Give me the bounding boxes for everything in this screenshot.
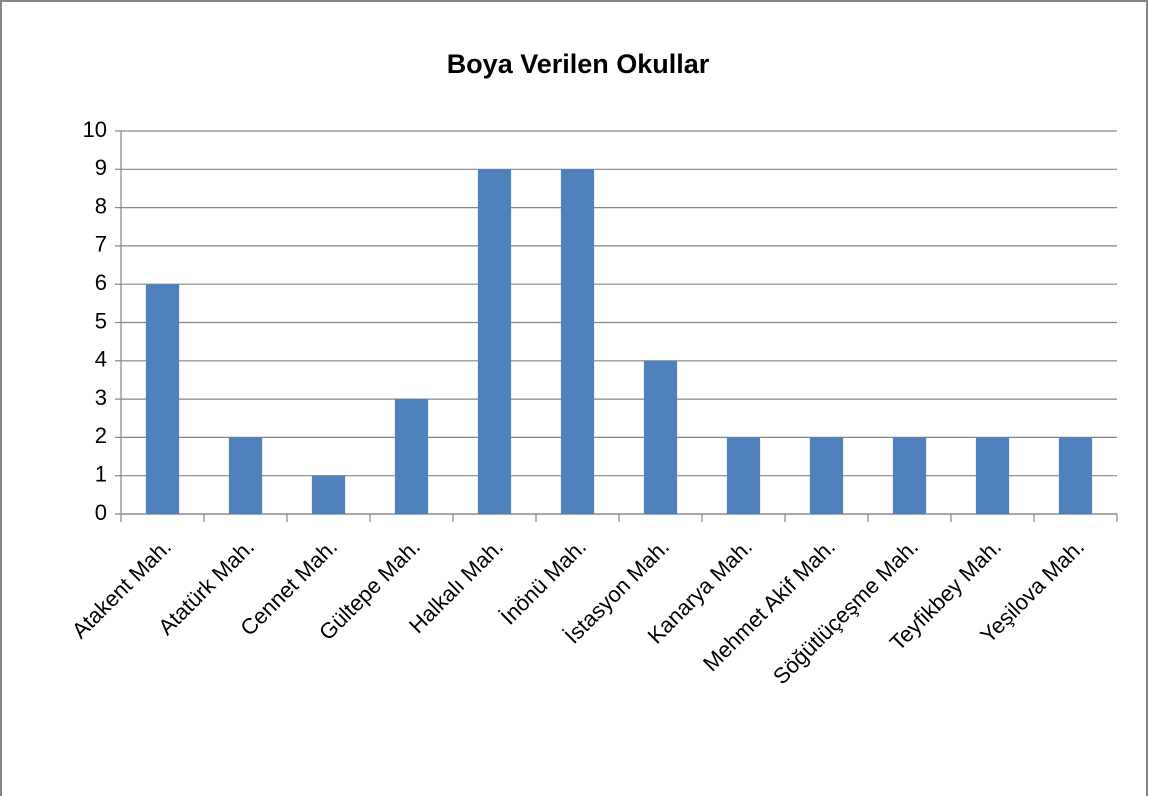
y-tick-label: 6 [95, 270, 107, 295]
chart-title: Boya Verilen Okullar [447, 49, 710, 79]
bar [726, 437, 761, 514]
bar [809, 437, 844, 514]
y-tick-label: 2 [95, 423, 107, 448]
y-tick-label: 8 [95, 193, 107, 218]
bar [145, 284, 180, 514]
bar [643, 360, 678, 514]
y-tick-label: 9 [95, 155, 107, 180]
bar [975, 437, 1010, 514]
y-tick-label: 0 [95, 500, 107, 525]
y-tick-label: 10 [83, 117, 107, 142]
bar [394, 399, 429, 514]
bar [311, 475, 346, 514]
bar [560, 169, 595, 515]
y-tick-label: 7 [95, 232, 107, 257]
bar [228, 437, 263, 514]
bar [892, 437, 927, 514]
y-tick-label: 5 [95, 308, 107, 333]
y-tick-label: 4 [95, 347, 107, 372]
y-tick-label: 3 [95, 385, 107, 410]
y-tick-label: 1 [95, 462, 107, 487]
bar [1058, 437, 1093, 514]
bar [477, 169, 512, 515]
